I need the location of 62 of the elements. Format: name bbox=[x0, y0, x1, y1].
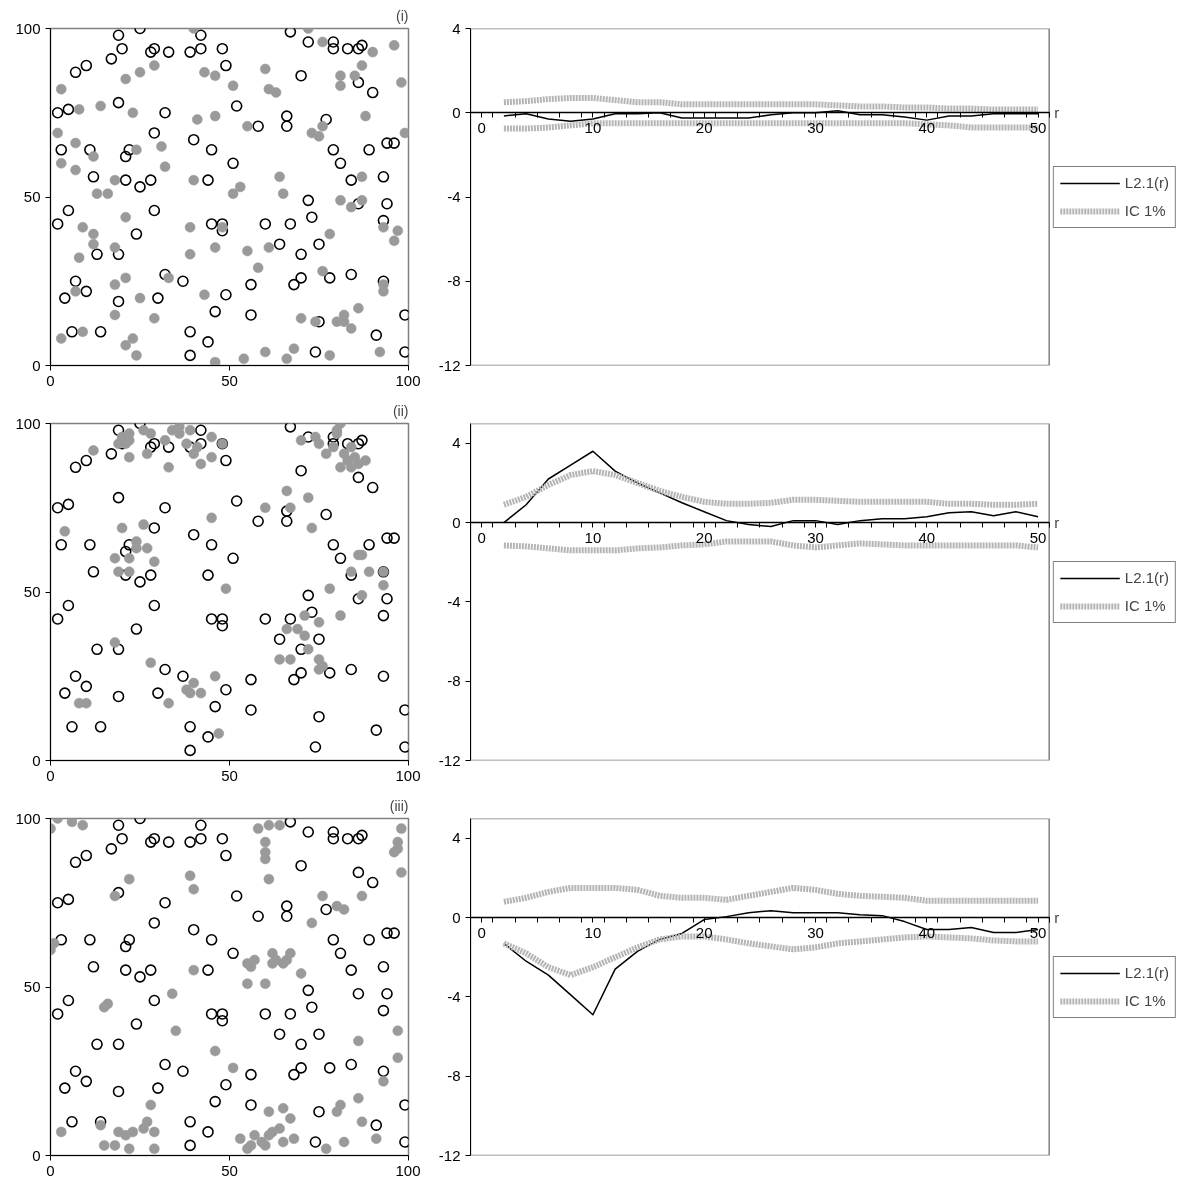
y-tick-label: -8 bbox=[447, 272, 461, 290]
y-tick-label: 4 bbox=[452, 434, 461, 452]
x-axis-title: r bbox=[1054, 104, 1060, 122]
x-tick-label: 0 bbox=[46, 1161, 55, 1179]
x-tick-label: 10 bbox=[584, 528, 602, 546]
y-tick-label: 0 bbox=[452, 513, 461, 531]
x-tick-label: 50 bbox=[221, 766, 238, 784]
x-tick-label: 50 bbox=[1029, 118, 1047, 136]
y-tick-label: -12 bbox=[438, 751, 461, 769]
y-tick-label: -4 bbox=[447, 987, 461, 1005]
x-tick-label: 30 bbox=[807, 923, 824, 941]
legend-label: L2.1(r) bbox=[1124, 174, 1169, 191]
y-tick-label: -8 bbox=[447, 1067, 461, 1085]
x-axis-title: r bbox=[1054, 909, 1060, 927]
y-tick-label: 4 bbox=[452, 829, 461, 847]
x-tick-label: 20 bbox=[695, 528, 713, 546]
x-tick-label: 40 bbox=[918, 528, 936, 546]
x-tick-label: 0 bbox=[46, 371, 55, 389]
x-tick-label: 20 bbox=[695, 923, 713, 941]
x-tick-label: 0 bbox=[477, 118, 486, 136]
y-tick-label: -4 bbox=[447, 592, 461, 610]
y-tick-label: 4 bbox=[452, 19, 461, 37]
chart-title: (iii) bbox=[389, 797, 409, 814]
chart-title: (i) bbox=[396, 7, 409, 24]
x-tick-label: 100 bbox=[395, 1161, 421, 1179]
x-tick-label: 10 bbox=[584, 923, 602, 941]
x-tick-label: 50 bbox=[1029, 528, 1047, 546]
chart-title: (ii) bbox=[392, 402, 409, 419]
y-tick-label: 100 bbox=[15, 414, 41, 432]
x-tick-label: 0 bbox=[46, 766, 55, 784]
x-tick-label: 20 bbox=[695, 118, 713, 136]
x-tick-label: 40 bbox=[918, 118, 936, 136]
x-tick-label: 0 bbox=[477, 528, 486, 546]
y-tick-label: -12 bbox=[438, 356, 461, 374]
y-tick-label: 0 bbox=[32, 1146, 41, 1164]
x-tick-label: 100 bbox=[395, 371, 421, 389]
x-tick-label: 0 bbox=[477, 923, 486, 941]
y-tick-label: -4 bbox=[447, 188, 461, 205]
x-tick-label: 30 bbox=[807, 118, 824, 136]
y-tick-label: -8 bbox=[447, 672, 461, 690]
legend-label: IC 1% bbox=[1124, 597, 1166, 614]
x-tick-label: 10 bbox=[584, 118, 602, 136]
x-tick-label: 50 bbox=[1029, 923, 1047, 941]
legend-label: IC 1% bbox=[1124, 992, 1166, 1009]
y-tick-label: 0 bbox=[452, 103, 461, 121]
y-tick-label: -12 bbox=[438, 1146, 461, 1164]
legend-label: L2.1(r) bbox=[1124, 569, 1169, 586]
x-tick-label: 50 bbox=[221, 1161, 238, 1179]
legend-label: IC 1% bbox=[1124, 202, 1166, 219]
y-tick-label: 100 bbox=[15, 809, 41, 827]
y-tick-label: 0 bbox=[32, 356, 41, 374]
x-tick-label: 30 bbox=[807, 528, 824, 546]
x-tick-label: 50 bbox=[221, 371, 238, 389]
x-axis-title: r bbox=[1054, 514, 1060, 532]
y-tick-label: 0 bbox=[452, 908, 461, 926]
x-tick-label: 100 bbox=[395, 766, 421, 784]
legend-label: L2.1(r) bbox=[1124, 964, 1169, 981]
y-tick-label: 50 bbox=[23, 978, 41, 995]
y-tick-label: 50 bbox=[23, 583, 41, 600]
y-tick-label: 100 bbox=[15, 19, 41, 37]
y-tick-label: 0 bbox=[32, 751, 41, 769]
y-tick-label: 50 bbox=[23, 188, 41, 205]
